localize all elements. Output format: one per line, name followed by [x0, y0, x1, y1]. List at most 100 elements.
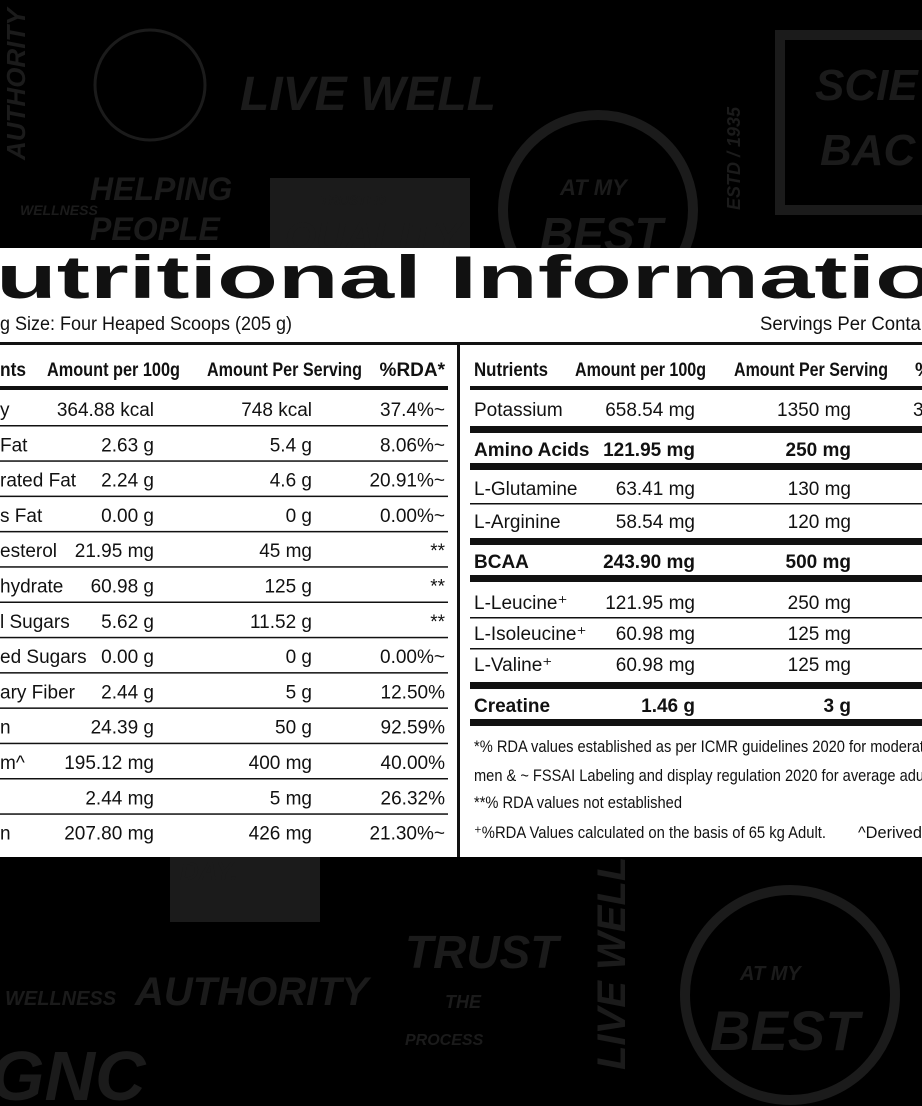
table-cell: 2.44 g — [101, 682, 154, 703]
column-header: % — [915, 360, 922, 381]
section-bar — [470, 538, 922, 545]
table-cell: 8.06%~ — [380, 435, 445, 456]
row-rule — [0, 460, 448, 462]
table-cell: 121.95 mg — [605, 593, 695, 614]
table-cell: 658.54 mg — [605, 400, 695, 421]
table-cell: 3 — [913, 400, 922, 421]
table-cell: 40.00% — [381, 753, 446, 774]
rule — [0, 342, 922, 345]
table-cell: Creatine — [474, 696, 550, 717]
decor-text: AUTHORITY — [1, 6, 31, 161]
table-cell: n — [0, 824, 11, 845]
section-bar — [470, 719, 922, 726]
header-rule — [0, 386, 448, 390]
decor-text: BEST — [710, 999, 864, 1062]
decor-text: LIVE WELL — [590, 857, 634, 1070]
table-cell: 12.50% — [381, 682, 446, 703]
decor-text: WELLNESS — [5, 988, 117, 1010]
decor-text: AT MY — [739, 963, 802, 985]
table-cell: 1350 mg — [777, 400, 851, 421]
table-cell: ary Fiber — [0, 682, 76, 703]
table-cell: 2.63 g — [101, 435, 154, 456]
table-cell: 748 kcal — [241, 400, 312, 421]
table-cell: Fat — [0, 435, 28, 456]
table-cell: 60.98 mg — [616, 655, 695, 676]
table-cell: 50 g — [275, 718, 312, 739]
table-cell: s Fat — [0, 506, 43, 527]
column-header: Amount per 100g — [575, 360, 706, 381]
decor-shape — [270, 178, 470, 248]
table-cell: rated Fat — [0, 471, 77, 492]
decor-text: LIVE WELL — [240, 68, 496, 121]
table-cell: 5.4 g — [270, 435, 312, 456]
table-cell: 5 mg — [270, 788, 312, 809]
row-rule — [0, 707, 448, 709]
table-cell: 60.98 mg — [616, 624, 695, 645]
table-cell: 243.90 mg — [603, 552, 695, 573]
table-cell: Potassium — [474, 400, 563, 421]
decor-text: ESTD / 1935 — [724, 106, 744, 210]
table-cell: ** — [430, 612, 445, 633]
row-rule — [0, 813, 448, 815]
table-cell: 125 g — [264, 577, 312, 598]
row-rule — [0, 425, 448, 427]
row-rule — [0, 601, 448, 603]
table-cell: 0.00%~ — [380, 506, 445, 527]
footnote: ⁺%RDA Values calculated on the basis of … — [474, 823, 826, 842]
table-cell: 195.12 mg — [64, 753, 154, 774]
decor-text: PROCESS — [405, 1032, 484, 1049]
section-bar — [470, 463, 922, 470]
column-header: Nutrients — [474, 360, 548, 381]
row-rule — [0, 566, 448, 568]
table-cell: 5 g — [286, 682, 312, 703]
column-header: %RDA* — [380, 360, 446, 381]
table-cell: 0 g — [286, 647, 312, 668]
table-cell: 0.00%~ — [380, 647, 445, 668]
table-cell: 21.30%~ — [369, 824, 445, 845]
table-cell: esterol — [0, 541, 57, 562]
table-cell: 2.44 mg — [85, 788, 154, 809]
table-cell: L-Glutamine — [474, 479, 578, 500]
row-rule — [0, 742, 448, 745]
column-header: nts — [0, 360, 26, 381]
row-rule — [0, 495, 448, 498]
decor-text: DAY. — [180, 856, 238, 886]
decor-text: WELLNESS — [20, 202, 98, 218]
table-cell: Amino Acids — [474, 440, 589, 461]
table-cell: 26.32% — [381, 788, 446, 809]
decor-text: AUTHORITY — [134, 970, 372, 1014]
table-cell: y — [0, 400, 10, 421]
decor-text: AT MY — [559, 175, 629, 200]
footnote: **% RDA values not established — [474, 793, 682, 812]
footnote: ^Derived — [858, 823, 922, 842]
table-cell: BCAA — [474, 552, 529, 573]
table-cell: 21.95 mg — [75, 541, 154, 562]
table-cell: 37.4%~ — [380, 400, 445, 421]
table-cell: 1.46 g — [641, 696, 695, 717]
table-cell: 400 mg — [249, 753, 312, 774]
section-bar — [470, 575, 922, 582]
row-rule — [470, 648, 922, 650]
row-rule — [0, 530, 448, 533]
table-cell: 60.98 g — [91, 577, 154, 598]
table-cell: hydrate — [0, 577, 63, 598]
table-cell: m^ — [0, 753, 25, 774]
decor-text: BAC — [820, 126, 917, 175]
table-cell: L-Valine⁺ — [474, 655, 552, 676]
table-cell: 11.52 g — [250, 612, 312, 633]
decor-text: TRUSTED — [320, 192, 386, 208]
decor-text: THE — [445, 992, 482, 1012]
table-cell: 207.80 mg — [64, 824, 154, 845]
row-rule — [470, 503, 922, 505]
table-cell: 130 mg — [788, 479, 851, 500]
table-cell: L-Arginine — [474, 512, 561, 533]
column-header: Amount Per Serving — [207, 360, 362, 381]
table-cell: 426 mg — [249, 824, 312, 845]
table-cell: L-Leucine⁺ — [474, 593, 567, 614]
decor-text: TRUST — [405, 926, 562, 978]
table-cell: 0 g — [286, 506, 312, 527]
table-cell: n — [0, 718, 11, 739]
